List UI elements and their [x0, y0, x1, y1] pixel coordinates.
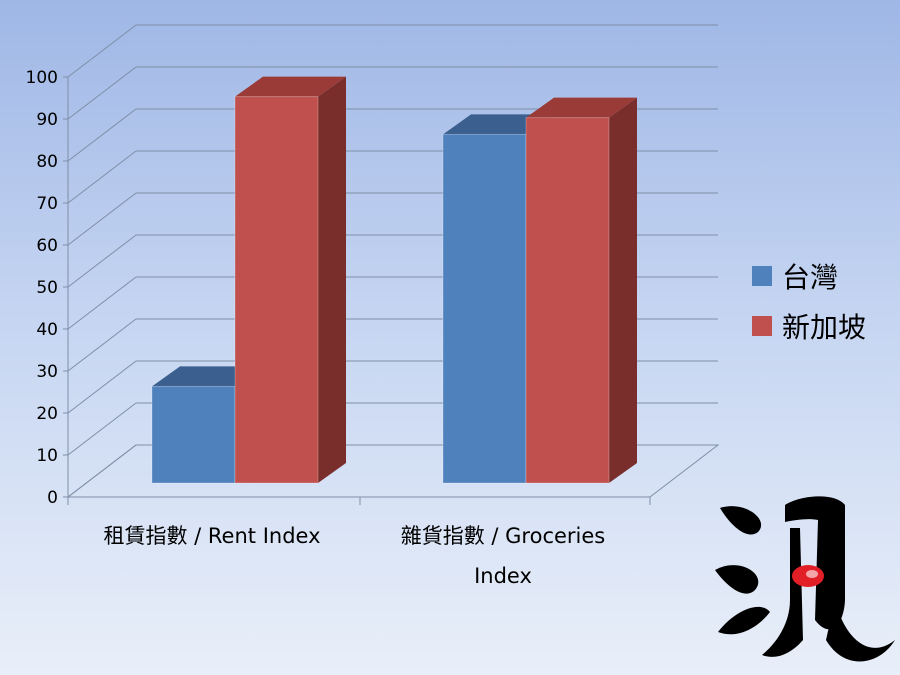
gridline-diagonal — [67, 360, 137, 414]
gridline-diagonal — [67, 150, 137, 204]
x-tick-label: Index — [474, 564, 532, 588]
brush-calligraphy-logo-icon — [715, 496, 895, 662]
y-tick-label: 40 — [36, 320, 58, 340]
gridline-diagonal — [67, 192, 137, 246]
bar-side — [318, 76, 346, 483]
y-tick-label: 90 — [36, 110, 58, 130]
gridline-diagonal — [67, 402, 137, 456]
x-tick-label: 雜貨指數 / Groceries — [401, 524, 606, 548]
x-tick-label: 租賃指數 / Rent Index — [103, 524, 320, 548]
legend-label: 台灣 — [782, 261, 838, 294]
gridline-diagonal — [67, 318, 137, 372]
bar-front — [234, 96, 319, 484]
legend-swatch — [752, 316, 772, 336]
bar-side — [609, 97, 637, 483]
gridline-diagonal — [67, 444, 137, 498]
bars — [151, 76, 637, 484]
bar-front — [525, 117, 610, 484]
y-tick-label: 60 — [36, 236, 58, 256]
y-tick-label: 30 — [36, 362, 58, 382]
y-axis-ticks: 0 10 20 30 40 50 60 70 80 90 100 — [26, 68, 651, 508]
bar-front — [151, 385, 236, 484]
bar-top — [526, 97, 637, 118]
y-tick-label: 70 — [36, 194, 58, 214]
bar-top — [235, 76, 346, 97]
y-tick-label: 10 — [36, 446, 58, 466]
y-tick-label: 20 — [36, 404, 58, 424]
gridline-diagonal — [67, 24, 137, 78]
y-tick-label: 80 — [36, 152, 58, 172]
y-tick-label: 0 — [47, 488, 58, 508]
y-tick-label: 100 — [26, 68, 58, 88]
gridline-diagonal — [67, 108, 137, 162]
gridline-diagonal — [67, 66, 137, 120]
legend-swatch — [752, 266, 772, 286]
y-tick-label: 50 — [36, 278, 58, 298]
bar-front — [442, 133, 527, 484]
gridline-diagonal — [67, 234, 137, 288]
bar — [234, 76, 346, 484]
bar — [525, 97, 637, 484]
legend-label: 新加坡 — [782, 311, 866, 344]
gridline-diagonal — [67, 276, 137, 330]
x-axis-labels: 租賃指數 / Rent Index 雜貨指數 / Groceries Index — [103, 524, 605, 588]
